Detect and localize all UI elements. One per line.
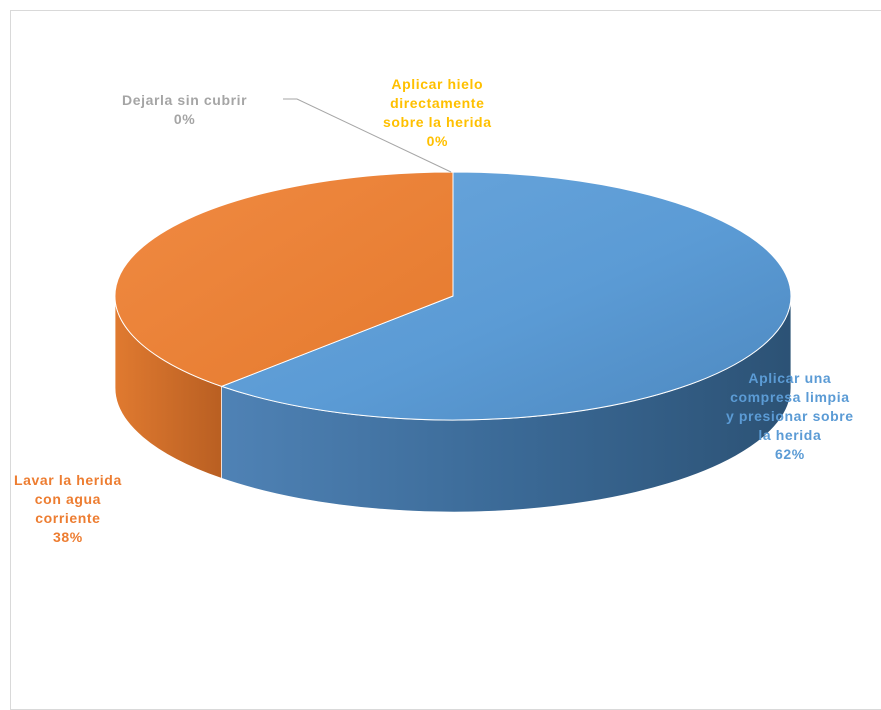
label-dejarla-value: 0% — [173, 111, 196, 127]
label-dejarla-line-1: Dejarla sin cubrir — [122, 92, 248, 108]
label-hielo-line-1: Aplicar hielo — [391, 76, 484, 92]
label-hielo-value: 0% — [426, 133, 449, 149]
label-compresa-line-2: compresa limpia — [730, 389, 850, 405]
label-lavar-line-1: Lavar la herida — [14, 472, 122, 488]
pie-slice-2 — [114, 171, 454, 387]
pie-tops — [114, 171, 792, 421]
label-lavar-value: 38% — [53, 529, 83, 545]
label-hielo: Aplicar hielo directamente sobre la heri… — [383, 75, 492, 151]
label-compresa: Aplicar una compresa limpia y presionar … — [726, 369, 854, 464]
label-lavar: Lavar la herida con agua corriente 38% — [14, 471, 122, 547]
label-hielo-line-3: sobre la herida — [383, 114, 492, 130]
label-lavar-line-2: con agua — [34, 491, 102, 507]
label-compresa-line-1: Aplicar una — [748, 370, 832, 386]
label-dejarla: Dejarla sin cubrir 0% — [122, 91, 247, 129]
pie-slice-1 — [220, 171, 792, 421]
label-lavar-line-3: corriente — [35, 510, 101, 526]
label-compresa-line-4: la herida — [758, 427, 822, 443]
leader-line-dejarla — [283, 98, 452, 173]
label-compresa-line-3: y presionar sobre — [726, 408, 854, 424]
label-hielo-line-2: directamente — [390, 95, 485, 111]
pie-leaders — [283, 98, 452, 173]
label-compresa-value: 62% — [774, 446, 805, 462]
